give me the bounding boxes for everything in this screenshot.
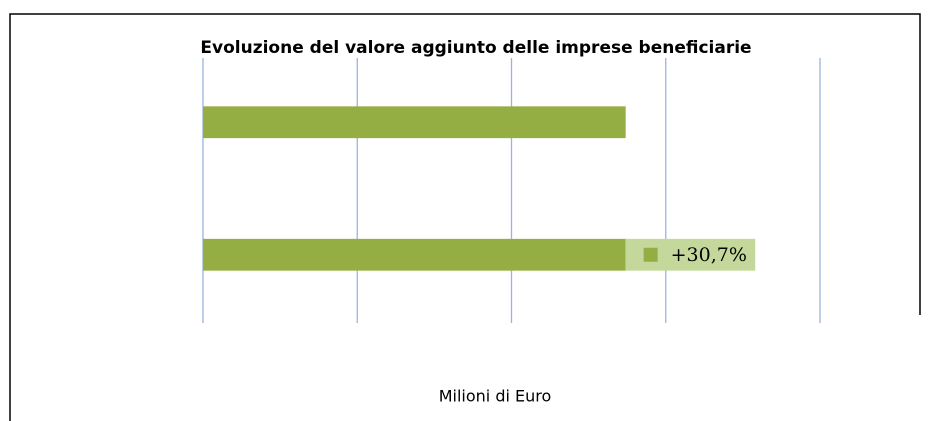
label-marker: [643, 247, 658, 262]
chart-title: Evoluzione del valore aggiunto delle imp…: [200, 38, 751, 58]
data-label: +30,7%: [671, 244, 747, 266]
bar: [203, 106, 626, 139]
frame: [9, 13, 921, 421]
bar: [203, 238, 626, 271]
x-axis-label: Milioni di Euro: [439, 387, 552, 406]
